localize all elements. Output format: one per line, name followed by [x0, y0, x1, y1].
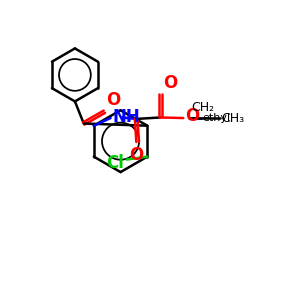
Text: Cl: Cl [106, 154, 124, 172]
Text: ethyl: ethyl [202, 113, 231, 123]
Text: O: O [129, 146, 143, 164]
Text: NH: NH [112, 109, 140, 127]
Text: CH₃: CH₃ [222, 112, 245, 124]
Text: O: O [106, 91, 120, 109]
Text: O: O [185, 107, 199, 125]
Text: CH₂: CH₂ [191, 100, 214, 114]
Text: O: O [163, 74, 178, 92]
